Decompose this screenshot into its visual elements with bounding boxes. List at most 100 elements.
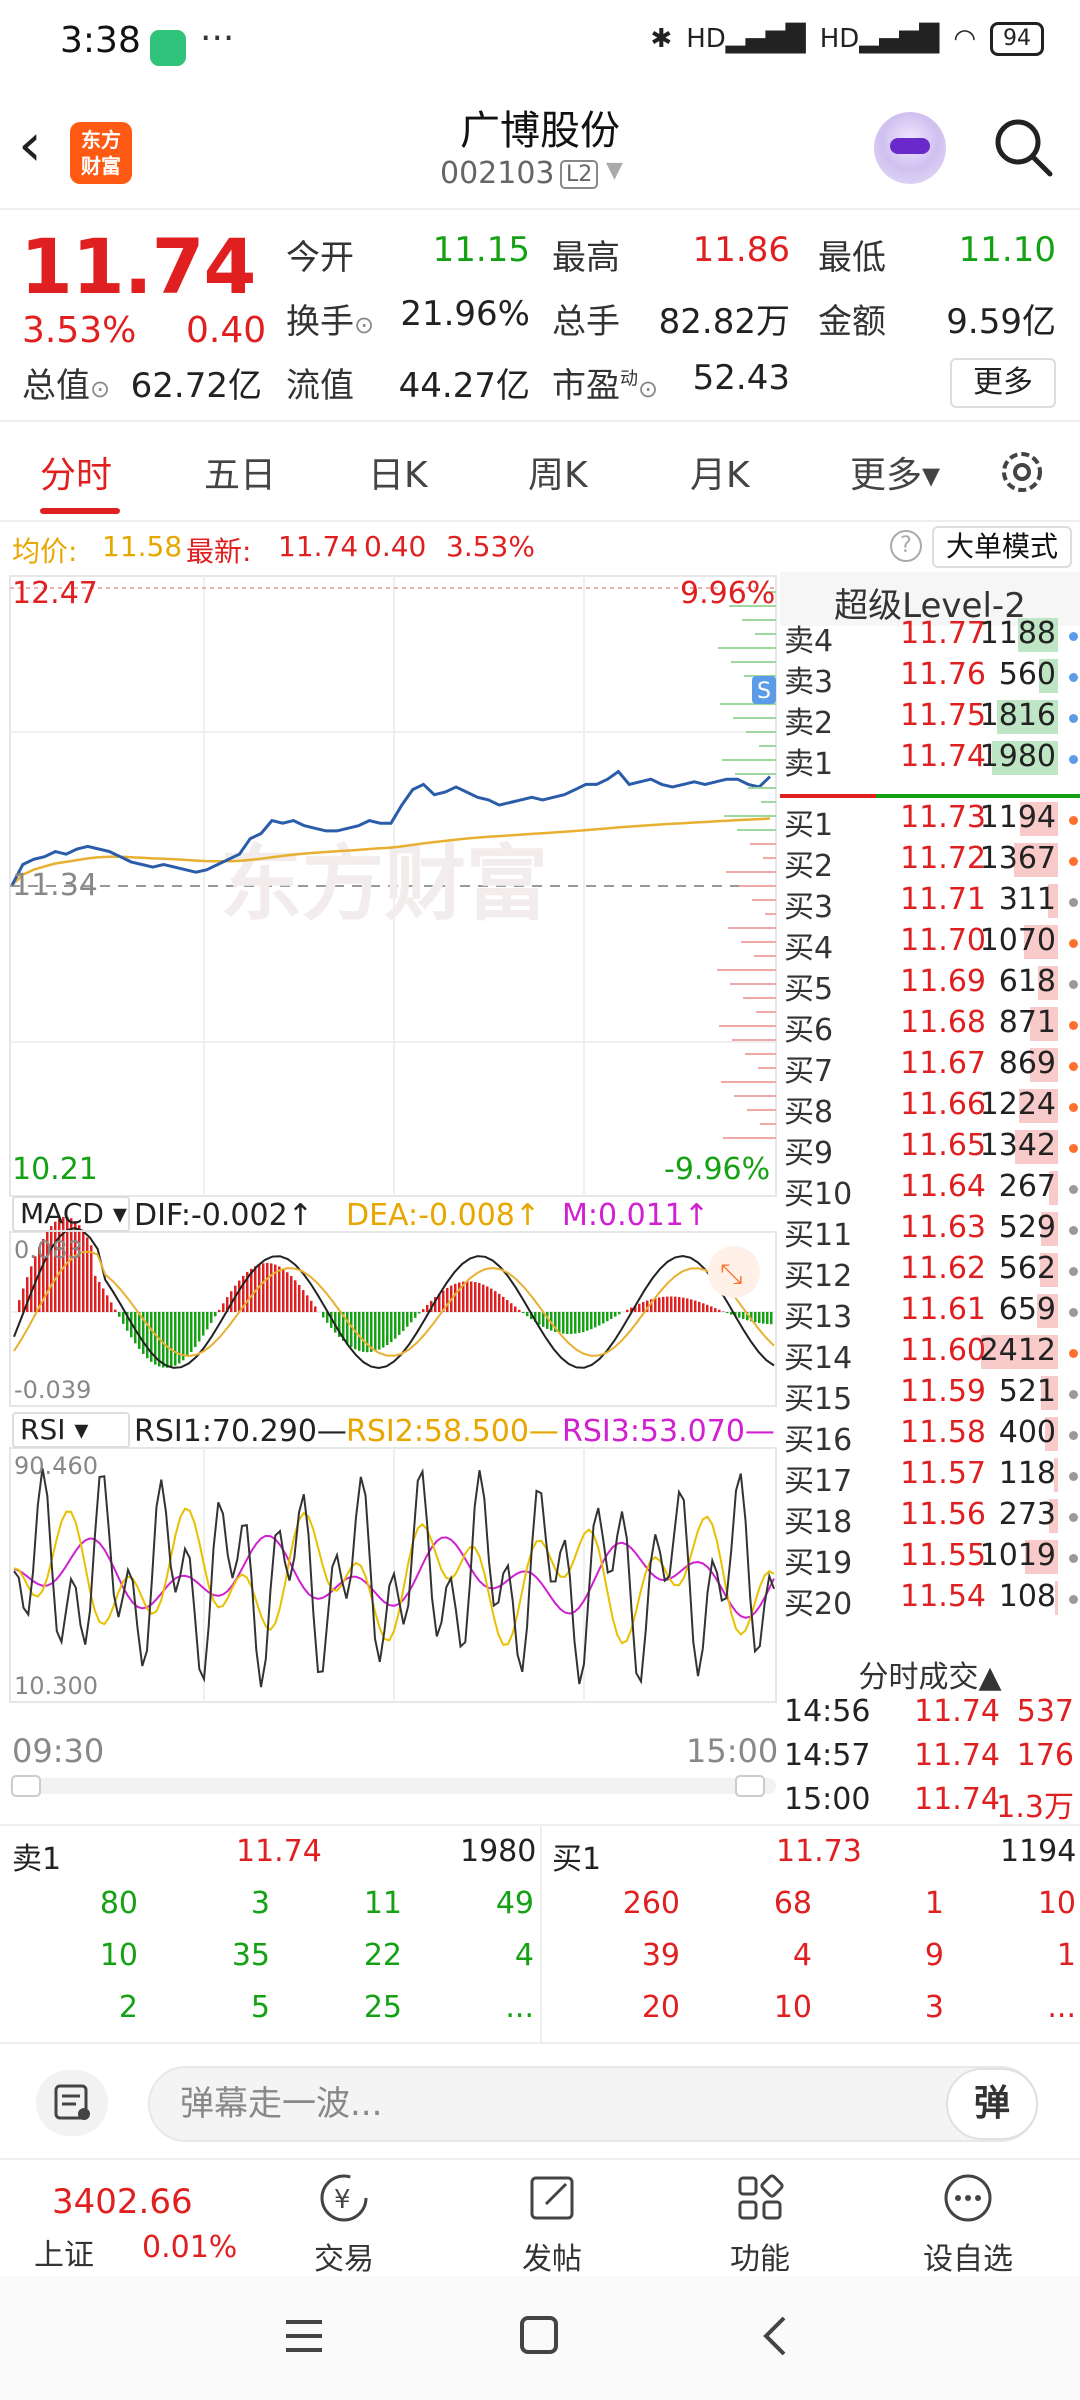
bid-row[interactable]: 买20 11.54 108 bbox=[780, 1579, 1080, 1622]
order-price: 11.55 bbox=[900, 1538, 986, 1573]
tab-monthly-k[interactable]: 月K bbox=[690, 455, 750, 496]
macd-bar bbox=[202, 1312, 205, 1336]
macd-bar bbox=[298, 1285, 301, 1312]
macd-indicator-select[interactable]: MACD ▾ bbox=[12, 1196, 130, 1232]
search-icon bbox=[995, 119, 1053, 177]
intraday-chart[interactable]: 东方财富 S ⤡ 12.47 9.96% 11.34 10.21 -9.96% … bbox=[0, 572, 778, 1822]
order-price: 11.72 bbox=[900, 841, 986, 876]
tab-more[interactable]: 更多▾ bbox=[850, 455, 941, 496]
nav-add-watchlist[interactable]: 设自选 bbox=[860, 2160, 1076, 2278]
index-ticker[interactable]: 3402.66 上证 0.01% bbox=[0, 2160, 237, 2278]
queue-buy-cell: 39 bbox=[641, 1938, 680, 1973]
macd-bar bbox=[46, 1231, 49, 1312]
high-value: 11.86 bbox=[692, 230, 790, 270]
volume-bar bbox=[1030, 1048, 1058, 1082]
bid-row[interactable]: 买7 11.67 869 bbox=[780, 1046, 1080, 1089]
system-nav-bar bbox=[0, 2276, 1080, 2400]
macd-bar bbox=[618, 1312, 621, 1315]
macd-bar bbox=[730, 1312, 733, 1315]
macd-bar bbox=[486, 1286, 489, 1312]
macd-bar bbox=[494, 1291, 497, 1312]
search-button[interactable] bbox=[988, 112, 1058, 182]
tick-volume: 1.3万 bbox=[996, 1790, 1074, 1825]
big-order-mode-button[interactable]: 大单模式 bbox=[932, 526, 1072, 568]
bid-row[interactable]: 买9 11.65 1342 bbox=[780, 1128, 1080, 1171]
order-dot bbox=[1069, 898, 1078, 907]
order-vol: 1980 bbox=[979, 739, 1056, 774]
bid-row[interactable]: 买12 11.62 562 bbox=[780, 1251, 1080, 1294]
ask-row[interactable]: 卖3 11.76 560 bbox=[780, 657, 1080, 700]
macd-bar bbox=[286, 1272, 289, 1312]
order-price: 11.66 bbox=[900, 1087, 986, 1122]
ask-row[interactable]: 卖4 11.77 1188 bbox=[780, 616, 1080, 659]
bid-row[interactable]: 买14 11.60 2412 bbox=[780, 1333, 1080, 1376]
help-icon[interactable]: ? bbox=[890, 530, 922, 562]
bid-row[interactable]: 买6 11.68 871 bbox=[780, 1005, 1080, 1048]
bid-row[interactable]: 买5 11.69 618 bbox=[780, 964, 1080, 1007]
bid-row[interactable]: 买1 11.73 1194 bbox=[780, 800, 1080, 843]
bid-row[interactable]: 买16 11.58 400 bbox=[780, 1415, 1080, 1458]
tick-trades-title[interactable]: 分时成交▲ bbox=[858, 1660, 1002, 1695]
back-icon bbox=[763, 2316, 786, 2356]
bid-row[interactable]: 买19 11.55 1019 bbox=[780, 1538, 1080, 1581]
danmu-input[interactable]: 弹幕走一波... bbox=[148, 2066, 1038, 2142]
ask-row[interactable]: 卖2 11.75 1816 bbox=[780, 698, 1080, 741]
nav-functions[interactable]: 功能 bbox=[652, 2160, 868, 2278]
order-dot bbox=[1069, 1431, 1078, 1440]
macd-bar bbox=[302, 1290, 305, 1312]
bid-row[interactable]: 买11 11.63 529 bbox=[780, 1210, 1080, 1253]
macd-bar bbox=[194, 1312, 197, 1348]
danmu-toggle-button[interactable]: 弹 bbox=[946, 2068, 1038, 2140]
tab-five-day[interactable]: 五日 bbox=[204, 455, 277, 496]
nav-trade[interactable]: ¥ 交易 bbox=[236, 2160, 452, 2278]
order-dot bbox=[1069, 1226, 1078, 1235]
order-label: 买12 bbox=[784, 1259, 853, 1294]
macd-bar bbox=[410, 1312, 413, 1323]
level2-title[interactable]: 超级Level-2 bbox=[834, 586, 1026, 626]
order-label: 买4 bbox=[784, 931, 834, 966]
expand-icon-glyph: ⤡ bbox=[720, 1257, 742, 1290]
chevron-down-icon[interactable]: ▼ bbox=[606, 158, 623, 183]
macd-bar bbox=[74, 1221, 77, 1312]
more-button[interactable]: 更多 bbox=[950, 358, 1056, 408]
macd-bar bbox=[574, 1312, 577, 1334]
level2-badge[interactable]: L2 bbox=[560, 160, 599, 189]
macd-bar bbox=[738, 1312, 741, 1318]
note-icon bbox=[54, 2084, 90, 2120]
note-button[interactable] bbox=[36, 2070, 108, 2136]
bid-row[interactable]: 买4 11.70 1070 bbox=[780, 923, 1080, 966]
macd-bar bbox=[78, 1225, 81, 1312]
change-amount: 0.40 bbox=[186, 310, 267, 351]
settings-button[interactable] bbox=[996, 446, 1048, 498]
macd-bar bbox=[698, 1301, 701, 1312]
macd-bar bbox=[118, 1312, 121, 1317]
bid-row[interactable]: 买2 11.72 1367 bbox=[780, 841, 1080, 884]
queue-buy-cell: 3 bbox=[924, 1990, 944, 2025]
tab-intraday[interactable]: 分时 bbox=[40, 455, 113, 496]
status-bar: 3:38 ··· ✱ HD▂▄▆█ HD▂▄▆█ ◠ 94 bbox=[0, 0, 1080, 90]
assistant-robot-icon[interactable] bbox=[874, 112, 946, 184]
float-cap-label: 流值 bbox=[286, 366, 354, 406]
bid-row[interactable]: 买3 11.71 311 bbox=[780, 882, 1080, 925]
tab-weekly-k[interactable]: 周K bbox=[528, 455, 588, 496]
nav-post[interactable]: 发帖 bbox=[444, 2160, 660, 2278]
macd-bar bbox=[86, 1237, 89, 1312]
back-button[interactable]: ‹ bbox=[18, 110, 42, 180]
bid-row[interactable]: 买15 11.59 521 bbox=[780, 1374, 1080, 1417]
ask-row[interactable]: 卖1 11.74 1980 bbox=[780, 739, 1080, 782]
bid-row[interactable]: 买18 11.56 273 bbox=[780, 1497, 1080, 1540]
tab-daily-k[interactable]: 日K bbox=[368, 455, 428, 496]
bid-row[interactable]: 买10 11.64 267 bbox=[780, 1169, 1080, 1212]
macd-bottom-label: -0.039 bbox=[14, 1376, 92, 1404]
prev-close-label: 11.34 bbox=[12, 868, 98, 903]
macd-bar bbox=[554, 1312, 557, 1332]
bid-row[interactable]: 买8 11.66 1224 bbox=[780, 1087, 1080, 1130]
rsi-indicator-select[interactable]: RSI ▾ bbox=[12, 1412, 130, 1448]
tick-volume: 176 bbox=[1016, 1738, 1074, 1773]
order-dot bbox=[1069, 673, 1078, 682]
bid-row[interactable]: 买17 11.57 118 bbox=[780, 1456, 1080, 1499]
bid-row[interactable]: 买13 11.61 659 bbox=[780, 1292, 1080, 1335]
macd-bar bbox=[414, 1312, 417, 1318]
macd-bar bbox=[358, 1312, 361, 1351]
order-vol: 400 bbox=[998, 1415, 1056, 1450]
